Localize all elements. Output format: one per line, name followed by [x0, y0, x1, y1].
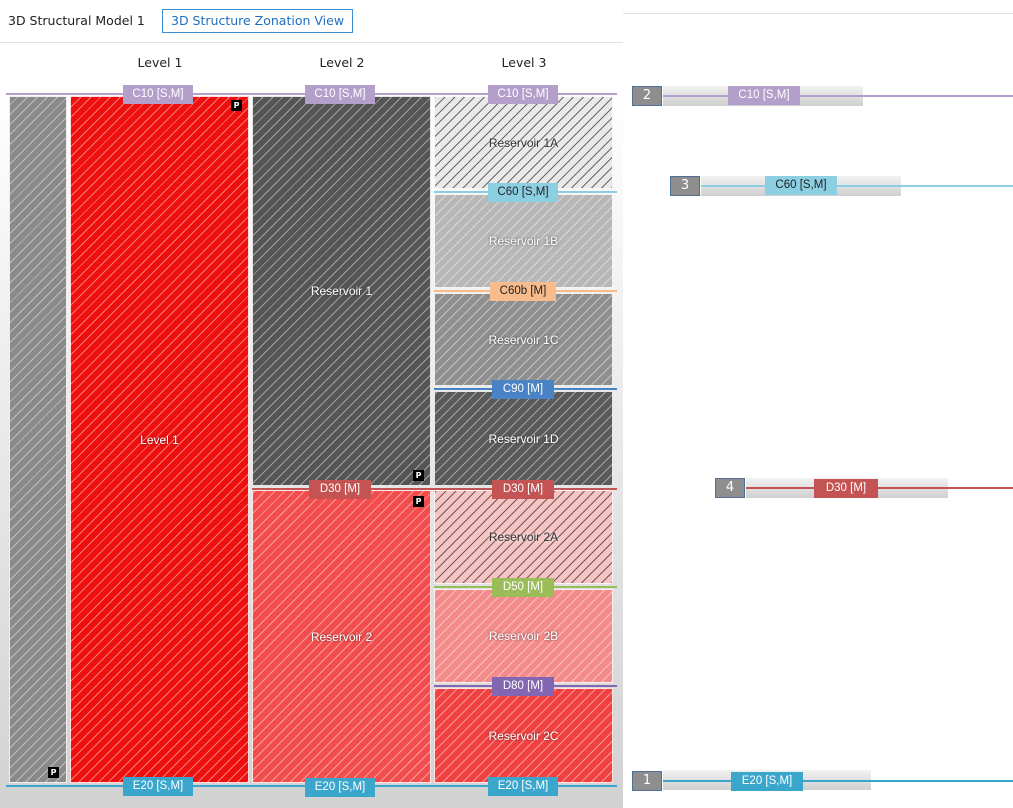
p-badge[interactable]: P [413, 470, 424, 481]
horizon-stack-number-e20[interactable]: 1 [632, 771, 662, 791]
zone-reservoir-1b[interactable]: Reservoir 1B [434, 194, 613, 288]
p-badge[interactable]: P [413, 496, 424, 507]
zone-reservoir-1-label: Reservoir 1 [310, 284, 373, 298]
p-badge[interactable]: P [48, 767, 59, 778]
horizon-tag-c60b[interactable]: C60b [M] [490, 282, 556, 301]
zone-reservoir-2-label: Reservoir 2 [310, 629, 373, 644]
zone-reservoir-1b-label: Reservoir 1B [488, 234, 559, 248]
zone-reservoir-2a-label: Reservoir 2A [488, 530, 559, 544]
tab-3d-structural-model[interactable]: 3D Structural Model 1 [8, 13, 145, 28]
horizon-tag-c10[interactable]: C10 [S,M] [488, 85, 558, 104]
right-panel-top-line [623, 13, 1013, 14]
zone-reservoir-1d[interactable]: Reservoir 1D [434, 391, 613, 486]
horizon-tag-e20[interactable]: E20 [S,M] [488, 777, 558, 796]
horizon-stack-line-d30 [746, 487, 1013, 489]
zone-reservoir-1c[interactable]: Reservoir 1C [434, 293, 613, 386]
zone-reservoir-1d-label: Reservoir 1D [488, 431, 559, 446]
horizon-stack-number-c10[interactable]: 2 [632, 86, 662, 106]
horizon-tag-c60[interactable]: C60 [S,M] [488, 183, 558, 202]
zone-reservoir-2[interactable]: Reservoir 2 [252, 490, 431, 783]
horizon-tag-d30[interactable]: D30 [M] [309, 480, 371, 499]
horizon-stack-tag-c60[interactable]: C60 [S,M] [765, 176, 837, 195]
tab-zonation-view[interactable]: 3D Structure Zonation View [162, 9, 354, 33]
horizon-stack-number-c60[interactable]: 3 [670, 176, 700, 196]
horizon-stack-line-c10 [663, 95, 1013, 97]
horizon-stack-tag-d30[interactable]: D30 [M] [814, 479, 878, 498]
zone-reservoir-2b[interactable]: Reservoir 2B [434, 589, 613, 683]
horizon-stack-tag-c10[interactable]: C10 [S,M] [728, 86, 800, 105]
horizon-tag-d50[interactable]: D50 [M] [492, 578, 554, 597]
zone-reservoir-2a[interactable]: Reservoir 2A [434, 490, 613, 584]
zone-level-1-label: Level 1 [140, 432, 179, 447]
horizon-tag-e20[interactable]: E20 [S,M] [123, 777, 193, 796]
horizon-stack-tag-e20[interactable]: E20 [S,M] [731, 772, 803, 791]
zone-reservoir-1a-label: Reservoir 1A [488, 135, 559, 150]
horizon-tag-c10[interactable]: C10 [S,M] [123, 85, 193, 104]
horizon-tag-d80[interactable]: D80 [M] [492, 677, 554, 696]
horizon-stack-number-d30[interactable]: 4 [715, 478, 745, 498]
horizon-tag-c10[interactable]: C10 [S,M] [305, 85, 375, 104]
zone-reservoir-2b-label: Reservoir 2B [488, 629, 559, 643]
zone-reservoir-2c-label: Reservoir 2C [488, 728, 559, 743]
horizon-stack-line-e20 [663, 780, 1013, 782]
horizon-stack-line-c60 [701, 185, 1013, 187]
zone-reservoir-2c[interactable]: Reservoir 2C [434, 688, 613, 783]
horizon-tag-e20[interactable]: E20 [S,M] [305, 778, 375, 797]
header-divider [0, 42, 623, 43]
zone-reservoir-1c-label: Reservoir 1C [488, 332, 559, 347]
zone-reservoir-1a[interactable]: Reservoir 1A [434, 96, 613, 189]
d30-boundary-line [252, 488, 617, 490]
zone-level-1[interactable]: Level 1 [70, 96, 249, 783]
level-1-header: Level 1 [137, 55, 183, 70]
horizon-tag-d30[interactable]: D30 [M] [492, 480, 554, 499]
horizon-tag-c90[interactable]: C90 [M] [492, 380, 554, 399]
zone-reservoir-1[interactable]: Reservoir 1 [252, 96, 431, 486]
p-badge[interactable]: P [231, 100, 242, 111]
level-2-header: Level 2 [319, 55, 365, 70]
zone-outer[interactable] [9, 96, 67, 783]
level-3-header: Level 3 [501, 55, 547, 70]
